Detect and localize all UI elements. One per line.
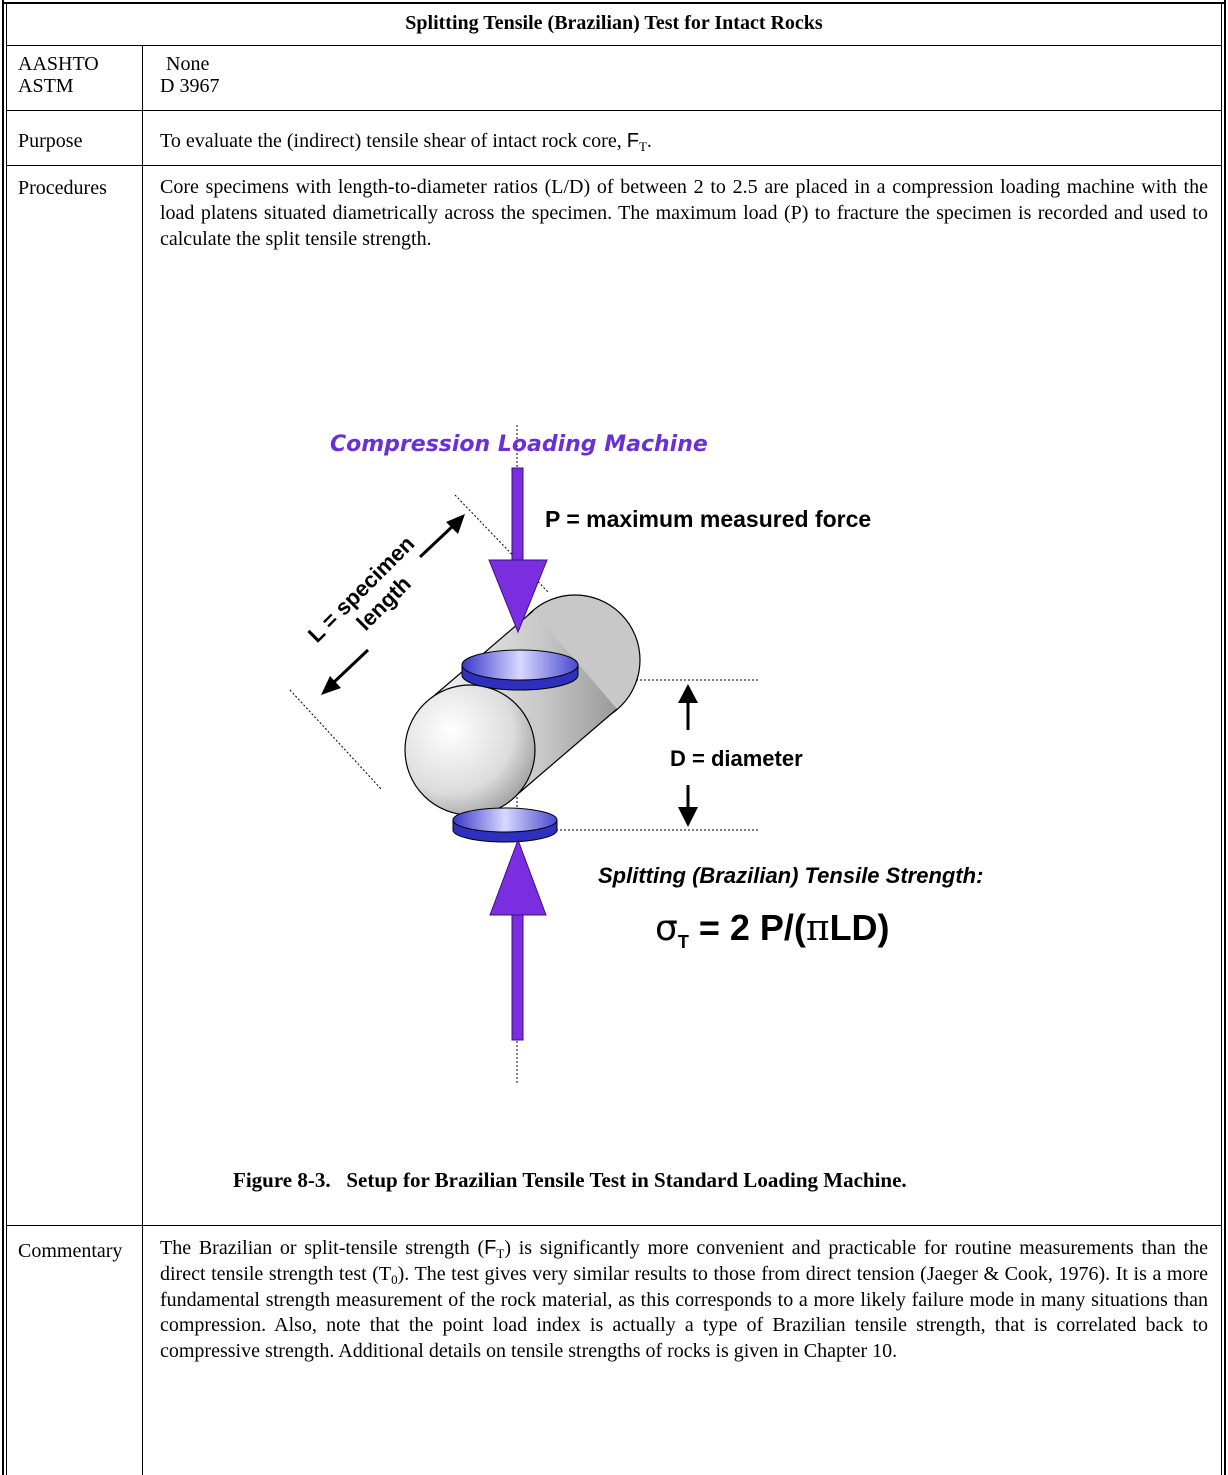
symbol: F: [626, 130, 639, 152]
row-label: Procedures: [18, 177, 107, 199]
formula: σT = 2 P/(πLD): [655, 907, 890, 952]
row-label: Purpose: [18, 130, 83, 152]
text-run: The Brazilian or split-tensile strength …: [160, 1237, 485, 1259]
border: [2, 2, 1226, 4]
symbol: F: [484, 1237, 497, 1259]
border: [6, 2, 7, 1475]
column-divider: [142, 45, 143, 1475]
length-label: L = specimen length: [303, 531, 419, 647]
force-arrows: [488, 467, 548, 1041]
figure: Compression Loading Machine P = maximum …: [289, 425, 983, 1085]
row-divider: [6, 45, 1222, 46]
border: [1221, 2, 1222, 1475]
border: [2, 0, 4, 1475]
subscript: 0: [391, 1271, 398, 1287]
figure-label: Splitting (Brazilian) Tensile Strength:: [598, 863, 983, 888]
figure-label: P = maximum measured force: [545, 506, 871, 532]
title: Splitting Tensile (Brazilian) Test for I…: [405, 12, 823, 34]
text-run: .: [646, 130, 652, 152]
subscript: T: [496, 1246, 505, 1261]
formula-part: π: [806, 908, 830, 949]
text-run: ). The test gives very similar results t…: [160, 1262, 1208, 1363]
symbol: T: [378, 1262, 392, 1285]
row-divider: [6, 165, 1222, 166]
text-run: ) is significantly more convenient and p…: [160, 1237, 1209, 1285]
formula-subscript: T: [678, 932, 689, 952]
commentary-text: The Brazilian or split-tensile strength …: [160, 1236, 1208, 1365]
figure-caption: Figure 8-3. Setup for Brazilian Tensile …: [233, 1168, 907, 1192]
row-divider: [6, 110, 1222, 111]
standard-value: D 3967: [160, 75, 220, 97]
formula-part: LD): [830, 907, 890, 948]
formula-part: = 2 P/(: [689, 907, 806, 948]
figure-label: D = diameter: [670, 746, 803, 771]
standard-label: AASHTO: [18, 53, 99, 75]
figure-label: Compression Loading Machine: [330, 432, 708, 457]
row-divider: [6, 1225, 1222, 1226]
standard-value: None: [166, 53, 210, 75]
formula-part: σ: [655, 908, 678, 949]
standard-label: ASTM: [18, 75, 74, 97]
platens: [452, 649, 579, 843]
specimen: [404, 594, 641, 816]
purpose-text: To evaluate the (indirect) tensile shear…: [160, 130, 652, 154]
subscript: T: [638, 139, 647, 154]
procedures-text: Core specimens with length-to-diameter r…: [160, 176, 1208, 250]
row-label: Commentary: [18, 1240, 123, 1262]
dimension-arrows: [321, 514, 698, 827]
text-run: To evaluate the (indirect) tensile shear…: [160, 130, 627, 152]
border: [1224, 0, 1226, 1475]
